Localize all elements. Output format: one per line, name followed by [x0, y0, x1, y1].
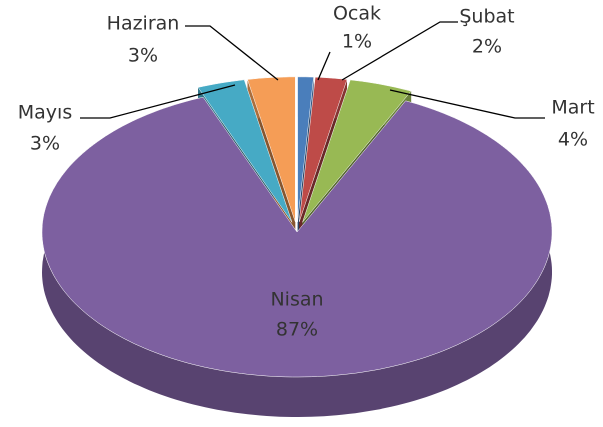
leader-line — [185, 25, 279, 81]
slice — [197, 79, 293, 223]
data-label-value: 87% — [276, 319, 318, 341]
leader-line — [389, 89, 545, 119]
data-label-name: Mart — [551, 97, 594, 119]
slice — [302, 79, 412, 223]
leader-line — [80, 84, 236, 119]
data-label-name: Şubat — [459, 6, 514, 28]
data-label-name: Ocak — [333, 3, 381, 25]
data-label-name: Nisan — [270, 289, 323, 311]
slice — [297, 76, 314, 222]
leader-line — [341, 21, 458, 81]
slice — [41, 96, 553, 378]
data-label-value: 4% — [558, 129, 588, 151]
data-label-value: 2% — [472, 36, 502, 58]
data-label-value: 3% — [128, 45, 158, 67]
slice — [247, 76, 296, 222]
data-label-name: Mayıs — [18, 102, 72, 124]
leader-line — [317, 51, 331, 81]
data-label-value: 1% — [342, 31, 372, 53]
slice — [298, 76, 348, 222]
data-label-value: 3% — [30, 133, 60, 155]
data-label-name: Haziran — [107, 13, 180, 35]
